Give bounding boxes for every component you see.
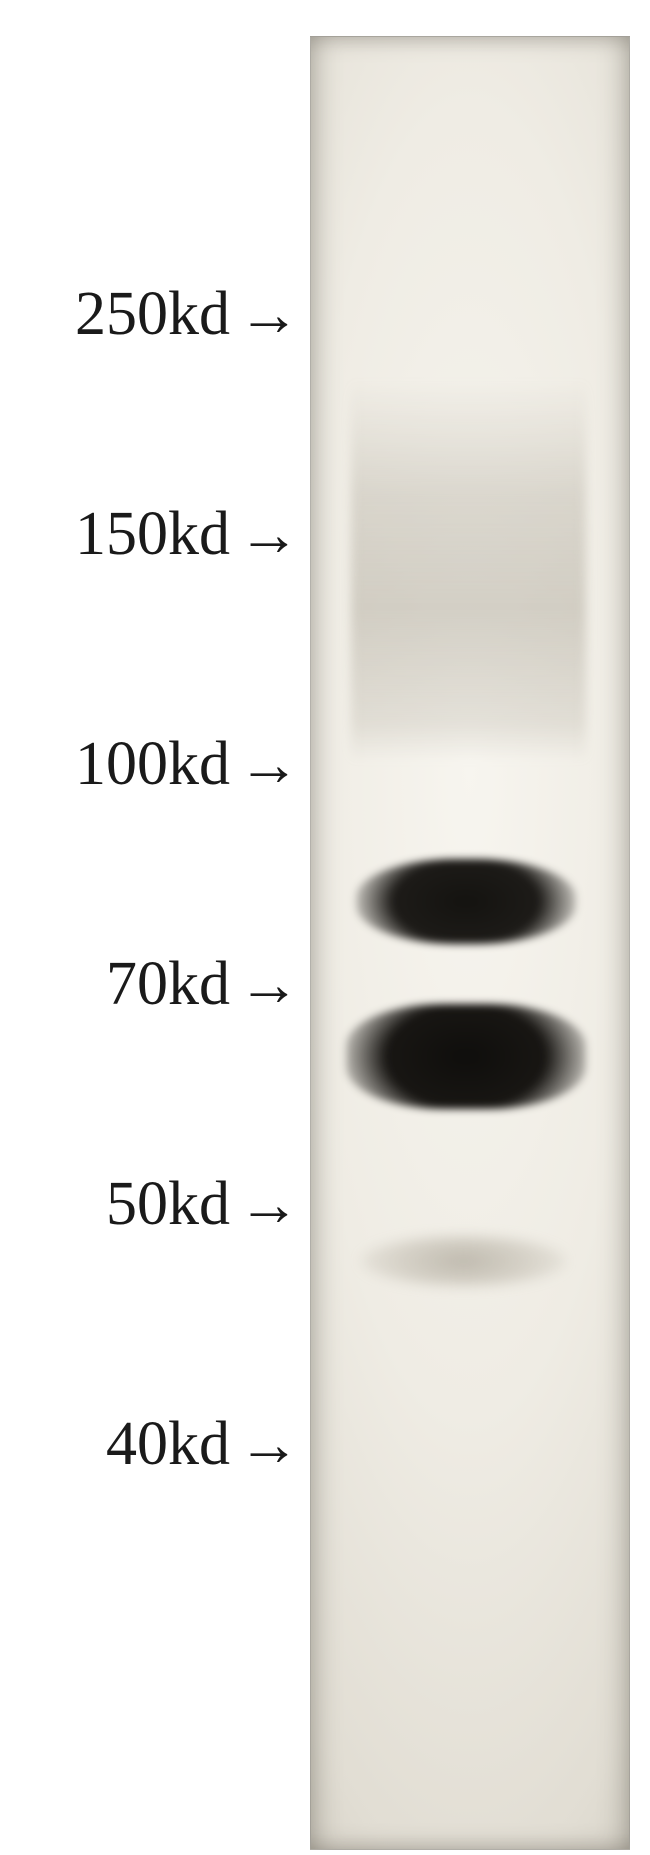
lower-band xyxy=(346,1004,586,1109)
mw-marker-label: 100kd xyxy=(75,729,230,800)
mw-marker: 40kd→ xyxy=(106,1409,300,1480)
upper-band xyxy=(356,859,576,944)
arrow-right-icon: → xyxy=(238,954,300,1016)
blot-lane xyxy=(310,36,630,1850)
mw-marker: 250kd→ xyxy=(75,279,300,350)
mw-marker: 100kd→ xyxy=(75,729,300,800)
arrow-right-icon: → xyxy=(238,734,300,796)
mw-marker-label: 250kd xyxy=(75,279,230,350)
arrow-right-icon: → xyxy=(238,504,300,566)
mw-marker-label: 40kd xyxy=(106,1409,230,1480)
arrow-right-icon: → xyxy=(238,284,300,346)
arrow-right-icon: → xyxy=(238,1174,300,1236)
mw-marker: 70kd→ xyxy=(106,949,300,1020)
mw-marker-label: 150kd xyxy=(75,499,230,570)
mw-marker-label: 70kd xyxy=(106,949,230,1020)
upper-lane-smudge xyxy=(351,381,586,761)
mw-marker-label: 50kd xyxy=(106,1169,230,1240)
mw-marker: 50kd→ xyxy=(106,1169,300,1240)
mw-marker: 150kd→ xyxy=(75,499,300,570)
faint-band xyxy=(361,1236,566,1286)
western-blot-figure: WWW.PTGLAB.COM 250kd→150kd→100kd→70kd→50… xyxy=(0,0,650,1855)
arrow-right-icon: → xyxy=(238,1414,300,1476)
